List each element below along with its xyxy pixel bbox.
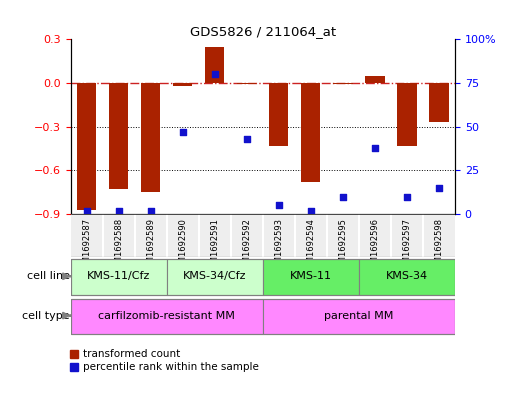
Text: GSM1692595: GSM1692595: [338, 218, 347, 274]
Point: [115, 208, 123, 214]
Text: KMS-34/Cfz: KMS-34/Cfz: [183, 271, 246, 281]
Bar: [71, 259, 167, 295]
Point: [146, 208, 155, 214]
Bar: [365, 76, 384, 83]
Text: GSM1692589: GSM1692589: [146, 218, 155, 274]
Bar: [397, 83, 416, 146]
Bar: [71, 299, 263, 334]
Text: cell line: cell line: [27, 271, 70, 281]
Bar: [141, 83, 160, 192]
Text: KMS-11: KMS-11: [290, 271, 332, 281]
Text: GSM1692596: GSM1692596: [370, 218, 379, 274]
Legend: transformed count, percentile rank within the sample: transformed count, percentile rank withi…: [65, 345, 263, 376]
Point: [243, 136, 251, 142]
Text: GSM1692587: GSM1692587: [82, 218, 91, 274]
Bar: [359, 259, 455, 295]
Bar: [167, 259, 263, 295]
Bar: [77, 83, 96, 210]
Point: [371, 145, 379, 151]
Point: [435, 185, 443, 191]
Bar: [269, 83, 288, 146]
Point: [83, 208, 91, 214]
Point: [306, 208, 315, 214]
Bar: [173, 83, 192, 86]
Bar: [333, 83, 353, 84]
Text: GSM1692597: GSM1692597: [403, 218, 412, 274]
Point: [403, 194, 411, 200]
Text: KMS-34: KMS-34: [386, 271, 428, 281]
Bar: [263, 259, 359, 295]
Text: GSM1692590: GSM1692590: [178, 218, 187, 274]
Text: GSM1692588: GSM1692588: [114, 218, 123, 274]
Bar: [263, 299, 455, 334]
Bar: [205, 47, 224, 83]
Text: KMS-11/Cfz: KMS-11/Cfz: [87, 271, 150, 281]
Title: GDS5826 / 211064_at: GDS5826 / 211064_at: [190, 25, 336, 38]
Bar: [429, 83, 449, 122]
Text: GSM1692594: GSM1692594: [306, 218, 315, 274]
Text: carfilzomib-resistant MM: carfilzomib-resistant MM: [98, 310, 235, 321]
Point: [178, 129, 187, 135]
Point: [211, 71, 219, 77]
Text: parental MM: parental MM: [324, 310, 394, 321]
Text: GSM1692593: GSM1692593: [275, 218, 283, 274]
Bar: [301, 83, 321, 182]
Point: [275, 202, 283, 209]
Bar: [109, 83, 128, 189]
Text: cell type: cell type: [22, 310, 70, 321]
Text: GSM1692592: GSM1692592: [242, 218, 251, 274]
Point: [339, 194, 347, 200]
Text: GSM1692598: GSM1692598: [435, 218, 444, 274]
Bar: [237, 83, 256, 84]
Text: GSM1692591: GSM1692591: [210, 218, 219, 274]
